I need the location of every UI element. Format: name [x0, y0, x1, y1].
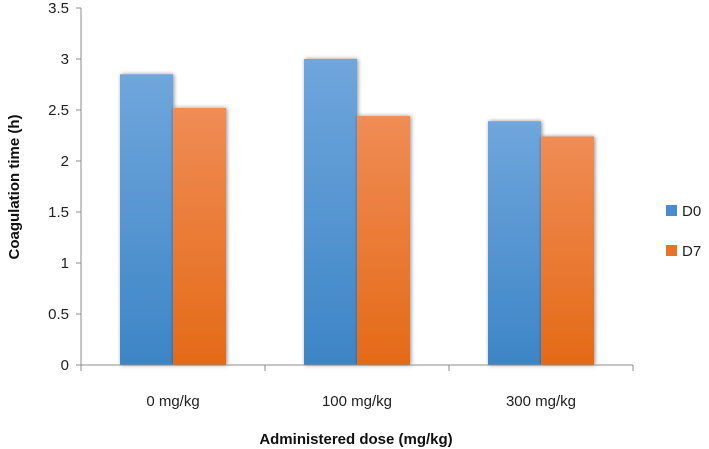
y-tick-label: 1.5 — [48, 204, 69, 221]
y-tick-label: 0.5 — [48, 306, 69, 323]
legend-label-d7: D7 — [682, 243, 701, 260]
y-tick-label: 3 — [61, 51, 69, 68]
labels-layer: 0 0.5 1 1.5 2 2.5 3 3.5 0 mg/kg 100 mg/kg 300 mg/k… — [48, 0, 576, 410]
legend-swatch-d7 — [666, 245, 677, 256]
bar-d7-3 — [541, 136, 594, 365]
legend-swatch-d0 — [666, 205, 677, 216]
x-tick-label: 300 mg/kg — [506, 393, 576, 410]
y-axis-title: Coagulation time (h) — [6, 115, 23, 260]
y-tick-label: 1 — [61, 255, 69, 272]
x-tick-label: 100 mg/kg — [322, 393, 392, 410]
y-tick-label: 3.5 — [48, 0, 69, 17]
legend: D0 D7 — [666, 203, 701, 260]
x-tick-label: 0 mg/kg — [146, 393, 199, 410]
x-axis-title: Administered dose (mg/kg) — [259, 431, 452, 448]
axes-layer — [76, 7, 634, 371]
legend-label-d0: D0 — [682, 203, 701, 220]
bar-d7-1 — [173, 107, 226, 366]
y-tick-label: 0 — [61, 357, 69, 374]
bars-layer — [120, 59, 594, 366]
bar-d0-1 — [120, 74, 173, 366]
bar-d7-2 — [357, 116, 410, 366]
bar-d0-2 — [304, 59, 357, 365]
y-tick-label: 2.5 — [48, 102, 69, 119]
y-tick-label: 2 — [61, 153, 69, 170]
bar-d0-3 — [488, 121, 541, 365]
